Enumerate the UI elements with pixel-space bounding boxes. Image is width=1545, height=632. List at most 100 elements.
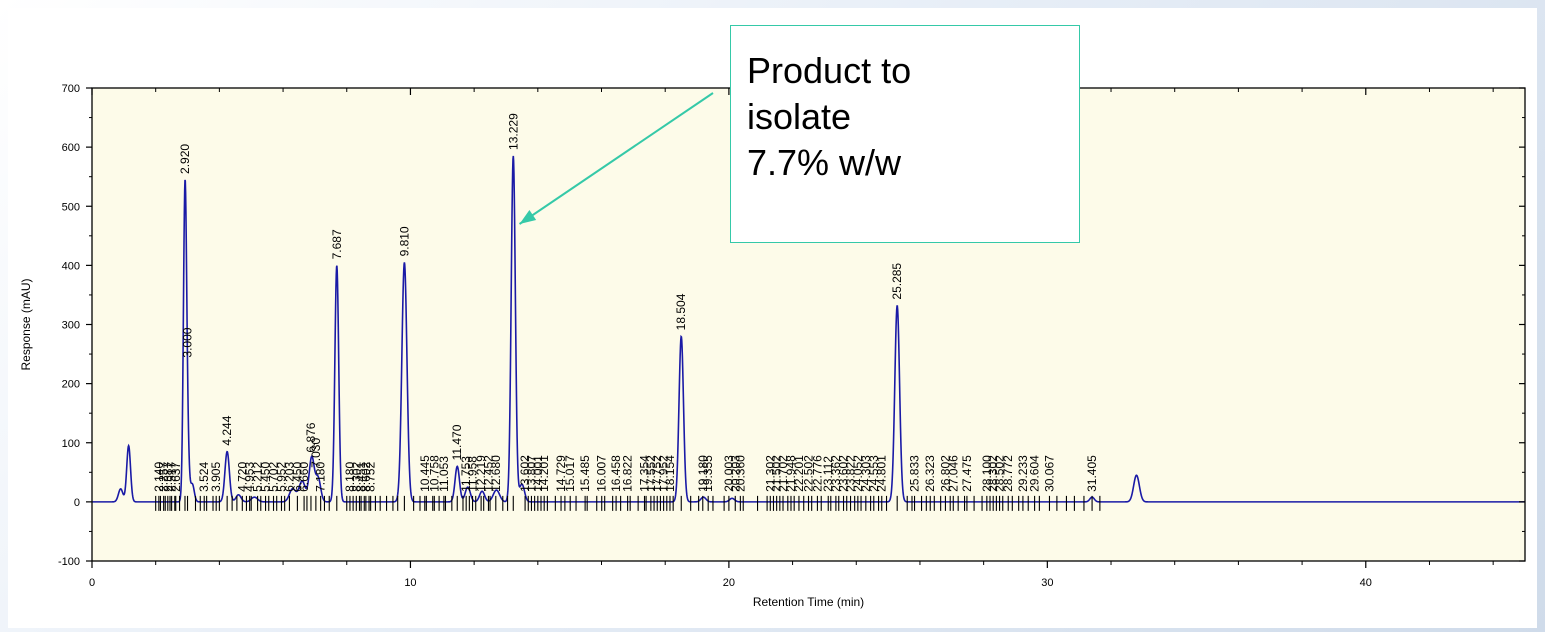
peak-label-62: 21.702: [776, 455, 790, 492]
peak-label-32: 11.470: [450, 424, 464, 460]
peak-label-37: 12.680: [489, 455, 503, 492]
peak-label-85: 29.233: [1016, 455, 1030, 492]
peak-label-14: 5.702: [267, 462, 281, 492]
peak-label-63: 21.948: [784, 455, 798, 492]
peak-label-48: 16.822: [621, 455, 635, 492]
peak-label-58: 20.203: [728, 455, 742, 492]
peak-label-50: 17.552: [644, 455, 658, 492]
peak-label-67: 23.112: [821, 456, 835, 492]
peak-label-80: 27.475: [960, 455, 974, 492]
x-tick-label-3: 30: [1041, 577, 1053, 589]
peak-label-79: 27.046: [946, 455, 960, 492]
y-tick-label-0: -100: [58, 556, 80, 568]
peak-label-68: 23.362: [829, 455, 843, 492]
peak-label-8: 3.905: [209, 462, 223, 492]
peak-label-9: 4.244: [220, 415, 234, 445]
peak-label-1: 2.257: [157, 462, 171, 492]
peak-label-66: 22.776: [810, 455, 824, 492]
peak-label-24: 8.302: [349, 462, 363, 492]
peak-label-56: 19.355: [701, 455, 715, 492]
x-tick-label-4: 40: [1360, 577, 1372, 589]
peak-label-18: 6.660: [297, 462, 311, 492]
peak-label-88: 31.405: [1085, 455, 1099, 492]
peak-label-39: 13.602: [518, 455, 532, 492]
peak-label-15: 5.952: [274, 462, 288, 492]
peak-label-57: 20.003: [722, 455, 736, 492]
peak-label-13: 5.450: [259, 462, 273, 492]
peak-label-81: 28.100: [980, 455, 994, 492]
peak-label-45: 15.485: [578, 455, 592, 492]
peak-label-25: 8.451: [354, 462, 368, 492]
peak-label-23: 8.180: [343, 462, 357, 492]
peak-label-64: 22.201: [792, 455, 806, 492]
peak-label-86: 29.604: [1028, 455, 1042, 492]
peak-label-31: 11.053: [437, 456, 451, 492]
peak-label-69: 23.602: [837, 455, 851, 492]
peak-label-30: 10.758: [427, 455, 441, 492]
y-tick-label-5: 400: [62, 260, 80, 272]
peak-label-4: 2.637: [169, 462, 183, 492]
peak-label-82: 28.302: [986, 455, 1000, 492]
peak-label-51: 17.752: [650, 455, 664, 492]
peak-label-53: 18.154: [663, 455, 677, 492]
peak-label-22: 7.687: [330, 229, 344, 259]
y-tick-label-2: 100: [62, 438, 80, 450]
peak-label-26: 8.602: [359, 462, 373, 492]
y-tick-label-1: 0: [74, 497, 80, 509]
peak-label-44: 15.017: [563, 455, 577, 492]
y-tick-label-4: 300: [62, 320, 80, 332]
peak-label-29: 10.445: [418, 455, 432, 492]
peak-label-70: 23.822: [844, 455, 858, 492]
peak-label-87: 30.067: [1042, 455, 1056, 492]
peak-label-5: 2.920: [178, 144, 192, 174]
peak-label-36: 12.452: [481, 455, 495, 492]
chart-frame: 2.140 2.257 2.387 2.517 2.637 2.920 3.000 3.524…: [8, 8, 1537, 628]
x-tick-label-2: 20: [723, 577, 735, 589]
annotation-line-2: isolate: [747, 96, 852, 137]
peak-label-6: 3.000: [181, 327, 195, 357]
peak-label-60: 21.302: [763, 455, 777, 492]
peak-label-73: 24.553: [867, 455, 881, 492]
y-tick-label-6: 500: [62, 201, 80, 213]
peak-label-7: 3.524: [197, 462, 211, 492]
peak-label-84: 28.772: [1001, 455, 1015, 492]
peak-label-16: 6.203: [282, 462, 296, 492]
peak-label-40: 13.807: [524, 455, 538, 492]
peak-label-49: 17.354: [638, 455, 652, 492]
peak-label-41: 14.001: [531, 455, 545, 492]
peak-label-65: 22.502: [802, 455, 816, 492]
peak-label-43: 14.729: [554, 455, 568, 492]
peak-label-21: 7.180: [314, 462, 328, 492]
peak-label-20: 7.030: [309, 438, 323, 468]
peak-label-83: 28.502: [993, 455, 1007, 492]
peak-label-33: 11.753: [459, 456, 473, 492]
annotation-line-3: 7.7% w/w: [747, 142, 902, 183]
peak-label-34: 11.958: [466, 456, 480, 492]
peak-label-2: 2.387: [161, 462, 175, 492]
peak-label-12: 5.212: [251, 462, 265, 492]
annotation-line-1: Product to: [747, 50, 912, 91]
peak-label-19: 6.876: [304, 422, 318, 452]
y-tick-label-8: 700: [62, 83, 80, 95]
x-tick-label-1: 10: [404, 577, 416, 589]
peak-label-46: 16.007: [595, 455, 609, 492]
x-tick-label-0: 0: [89, 577, 95, 589]
peak-label-77: 26.323: [923, 455, 937, 492]
peak-label-27: 8.752: [364, 462, 378, 492]
peak-label-17: 6.450: [290, 462, 304, 492]
peak-label-35: 12.219: [474, 455, 488, 492]
peak-label-38: 13.229: [506, 113, 520, 150]
peak-label-3: 2.517: [165, 462, 179, 492]
peak-label-47: 16.458: [609, 455, 623, 492]
peak-label-61: 21.502: [770, 455, 784, 492]
y-tick-label-7: 600: [62, 142, 80, 154]
annotation-arrow-line: [518, 92, 714, 225]
peak-label-55: 19.180: [696, 455, 710, 492]
peak-label-71: 24.052: [851, 455, 865, 492]
peak-label-52: 17.952: [657, 455, 671, 492]
peak-label-72: 24.303: [859, 455, 873, 492]
peak-label-75: 25.285: [890, 263, 904, 300]
annotation-arrow-head: [519, 210, 537, 224]
y-tick-label-3: 200: [62, 379, 80, 391]
peak-label-0: 2.140: [152, 462, 166, 492]
